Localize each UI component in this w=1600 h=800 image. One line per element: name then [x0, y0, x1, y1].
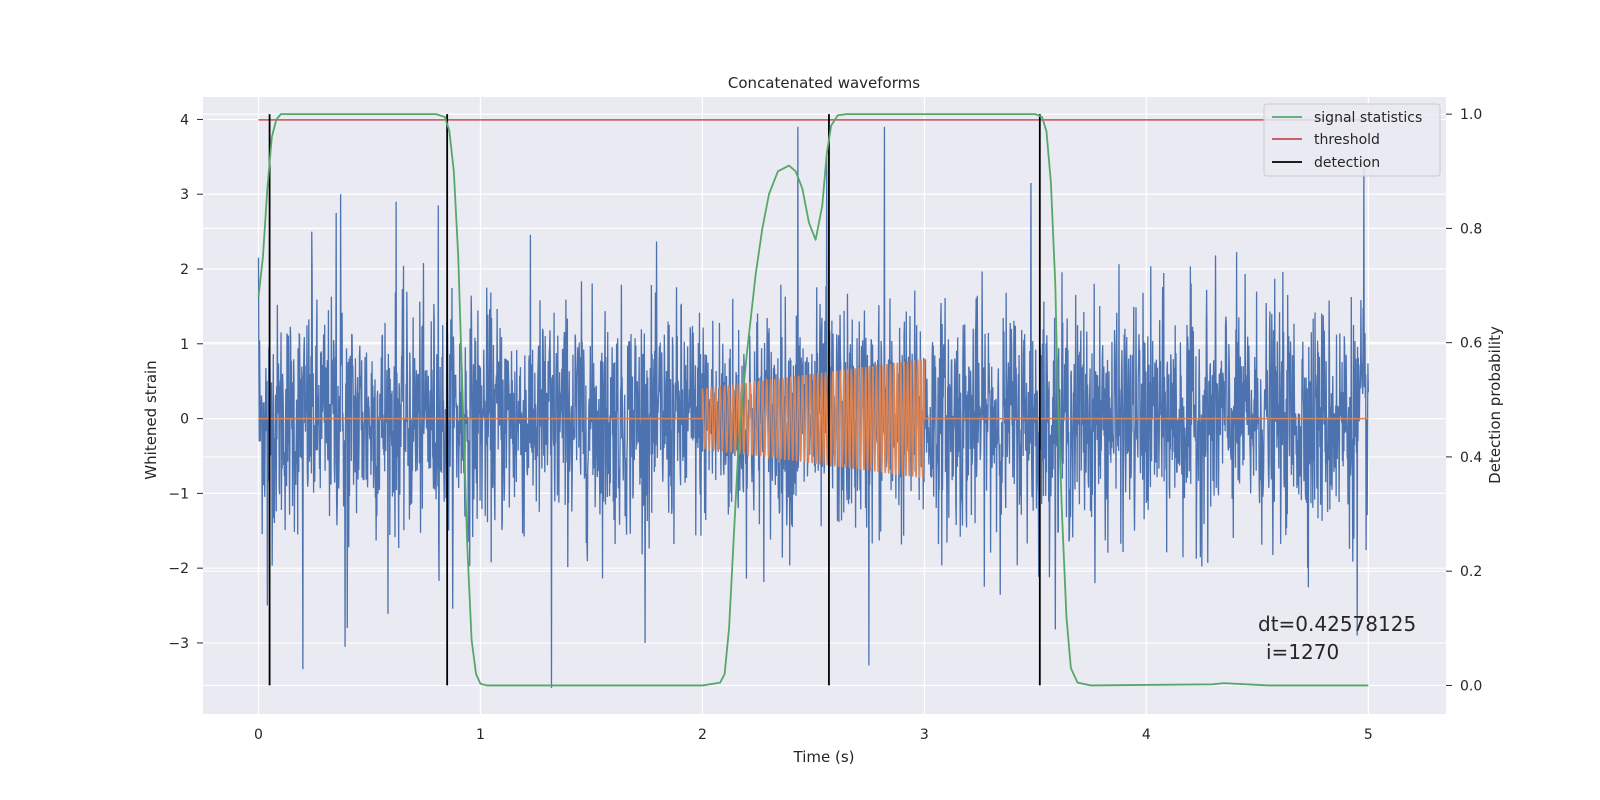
x-tick-label: 4: [1142, 727, 1151, 743]
legend-label-signal-statistics: signal statistics: [1314, 110, 1422, 126]
x-tick-label: 0: [254, 727, 263, 743]
legend-box: [1263, 103, 1441, 177]
x-axis-title: Time (s): [793, 748, 855, 766]
y-tick-label: −2: [168, 561, 189, 577]
legend: signal statistics threshold detection: [1263, 103, 1441, 177]
y2-tick-label: 0.4: [1460, 450, 1482, 466]
y-tick-label: 4: [180, 112, 189, 128]
annotation-dt: dt=0.42578125: [1258, 612, 1416, 636]
x-tick-label: 2: [698, 727, 707, 743]
y2-tick-label: 0.2: [1460, 564, 1482, 580]
left-axis-ticks: −3 −2 −1 0 1 2 3 4: [168, 112, 203, 652]
y2-tick-label: 0.6: [1460, 336, 1482, 352]
y-tick-label: −3: [168, 636, 189, 652]
x-axis-ticks: 0 1 2 3 4 5: [254, 727, 1373, 743]
y-tick-label: −1: [168, 486, 189, 502]
series-layer: [257, 113, 1369, 688]
y-tick-label: 2: [180, 262, 189, 278]
right-axis-ticks: 0.0 0.2 0.4 0.6 0.8 1.0: [1446, 107, 1482, 694]
chart-title: Concatenated waveforms: [728, 74, 920, 92]
x-tick-label: 3: [920, 727, 929, 743]
series-signal-statistics-line: [257, 113, 1369, 687]
y2-tick-label: 0.8: [1460, 221, 1482, 237]
y-tick-label: 1: [180, 337, 189, 353]
y-axis-title: Whitened strain: [142, 360, 160, 479]
y2-tick-label: 1.0: [1460, 107, 1482, 123]
y2-axis-title: Detection probability: [1486, 326, 1504, 484]
legend-label-detection: detection: [1314, 155, 1380, 171]
legend-label-threshold: threshold: [1314, 132, 1380, 148]
y2-tick-label: 0.0: [1460, 678, 1482, 694]
x-tick-label: 5: [1364, 727, 1373, 743]
x-tick-label: 1: [476, 727, 485, 743]
y-tick-label: 0: [180, 412, 189, 428]
y-tick-label: 3: [180, 187, 189, 203]
annotation-index: i=1270: [1266, 640, 1339, 664]
